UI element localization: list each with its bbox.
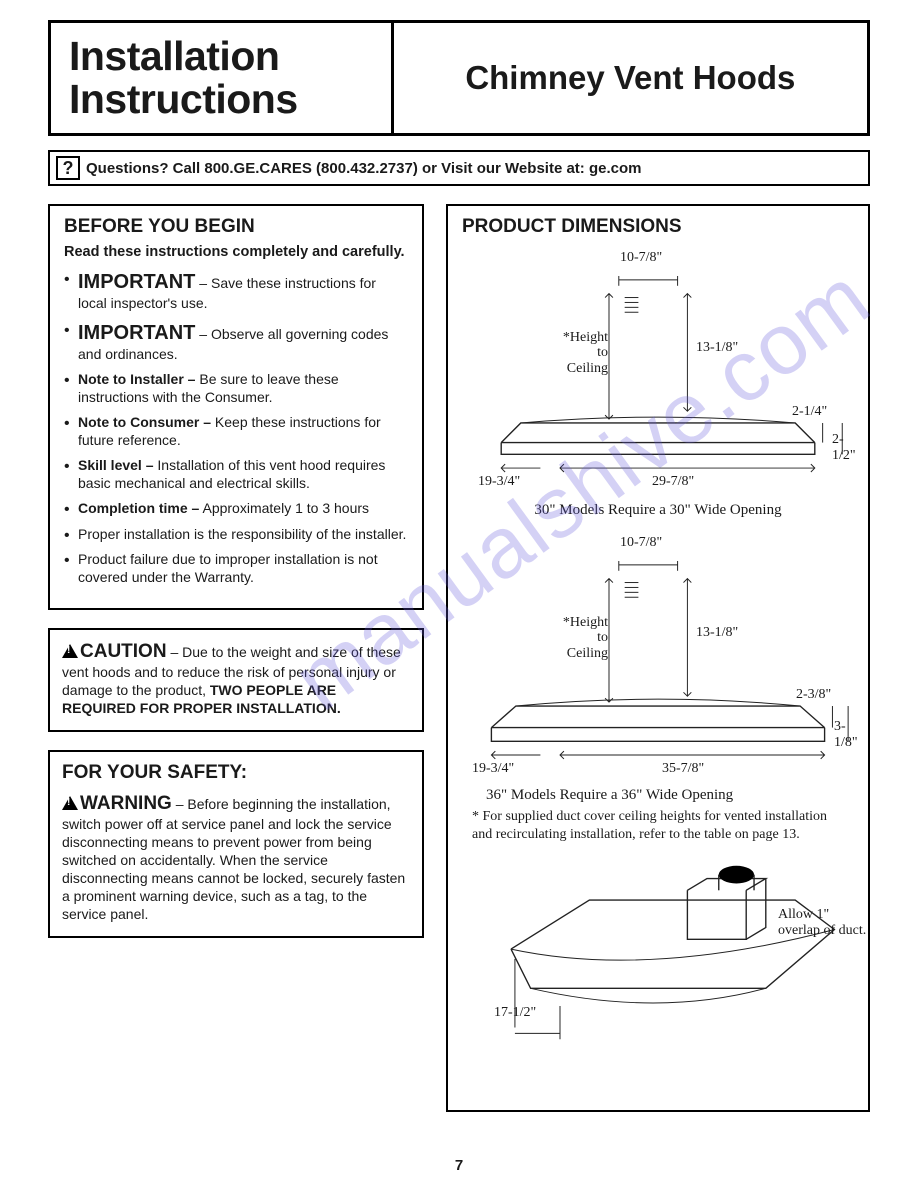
title-right: Chimney Vent Hoods (394, 23, 867, 133)
fig2-chimney-h: 13-1/8" (696, 625, 738, 641)
before-heading: BEFORE YOU BEGIN (64, 216, 408, 238)
fig2-depth: 19-3/4" (472, 761, 514, 777)
before-subhead: Read these instructions completely and c… (64, 244, 408, 260)
warning-body: – Before beginning the installation, swi… (62, 796, 405, 922)
warning-heading: WARNING (80, 793, 172, 814)
before-item: IMPORTANT – Observe all governing codes … (64, 321, 408, 364)
before-you-begin-box: BEFORE YOU BEGIN Read these instructions… (48, 204, 424, 610)
before-item: Note to Installer – Be sure to leave the… (64, 371, 408, 406)
before-item: Proper installation is the responsibilit… (64, 526, 408, 544)
fig1-right-big: 2-1/2" (832, 432, 856, 464)
fig2-right-small: 2-3/8" (796, 687, 831, 703)
before-item: Skill level – Installation of this vent … (64, 457, 408, 492)
caution-text: CAUTION – Due to the weight and size of … (62, 640, 410, 718)
title-bar: Installation Instructions Chimney Vent H… (48, 20, 870, 136)
dimension-figure-36in: 10-7/8" *HeighttoCeiling 13-1/8" 2-3/8" … (462, 529, 854, 787)
fig2-top-width: 10-7/8" (620, 535, 662, 551)
safety-heading: FOR YOUR SAFETY: (62, 762, 410, 784)
safety-box: FOR YOUR SAFETY: WARNING – Before beginn… (48, 750, 424, 938)
title-line2: Instructions (69, 78, 373, 121)
questions-bar: ? Questions? Call 800.GE.CARES (800.432.… (48, 150, 870, 186)
title-left: Installation Instructions (51, 23, 394, 133)
fig3-depth: 17-1/2" (494, 1005, 536, 1021)
fig1-right-small: 2-1/4" (792, 404, 827, 420)
warning-triangle-icon (62, 796, 78, 810)
before-item: IMPORTANT – Save these instructions for … (64, 270, 408, 313)
dimension-figure-top: Allow 1" overlap of duct. 17-1/2" (462, 849, 854, 1059)
before-list: IMPORTANT – Save these instructions for … (64, 270, 408, 586)
before-item: Completion time – Approximately 1 to 3 h… (64, 500, 408, 518)
caution-triangle-icon (62, 644, 78, 658)
fig1-width: 29-7/8" (652, 474, 694, 490)
fig2-height-label: *HeighttoCeiling (550, 615, 608, 661)
before-item: Note to Consumer – Keep these instructio… (64, 414, 408, 449)
question-icon: ? (56, 156, 80, 180)
fig1-chimney-h: 13-1/8" (696, 340, 738, 356)
dimensions-heading: PRODUCT DIMENSIONS (462, 216, 854, 238)
before-item: Product failure due to improper installa… (64, 551, 408, 586)
title-line1: Installation (69, 35, 373, 78)
fig3-overlap: Allow 1" overlap of duct. (778, 907, 868, 939)
fig1-caption: 30" Models Require a 30" Wide Opening (462, 502, 854, 519)
fig2-caption: 36" Models Require a 36" Wide Opening (462, 787, 854, 804)
fig1-top-width: 10-7/8" (620, 250, 662, 266)
caution-box: CAUTION – Due to the weight and size of … (48, 628, 424, 732)
safety-text: WARNING – Before beginning the installat… (62, 792, 410, 924)
dimension-figure-30in: 10-7/8" *HeighttoCeiling 13-1/8" 2-1/4" … (462, 244, 854, 502)
questions-text: Questions? Call 800.GE.CARES (800.432.27… (86, 160, 641, 177)
page-number: 7 (0, 1157, 918, 1174)
fig1-depth: 19-3/4" (478, 474, 520, 490)
product-dimensions-box: PRODUCT DIMENSIONS (446, 204, 870, 1112)
fig2-width: 35-7/8" (662, 761, 704, 777)
dimensions-footnote: * For supplied duct cover ceiling height… (462, 804, 854, 843)
fig2-right-big: 3-1/8" (834, 719, 858, 751)
caution-heading: CAUTION (80, 641, 167, 662)
fig1-height-label: *HeighttoCeiling (550, 330, 608, 376)
